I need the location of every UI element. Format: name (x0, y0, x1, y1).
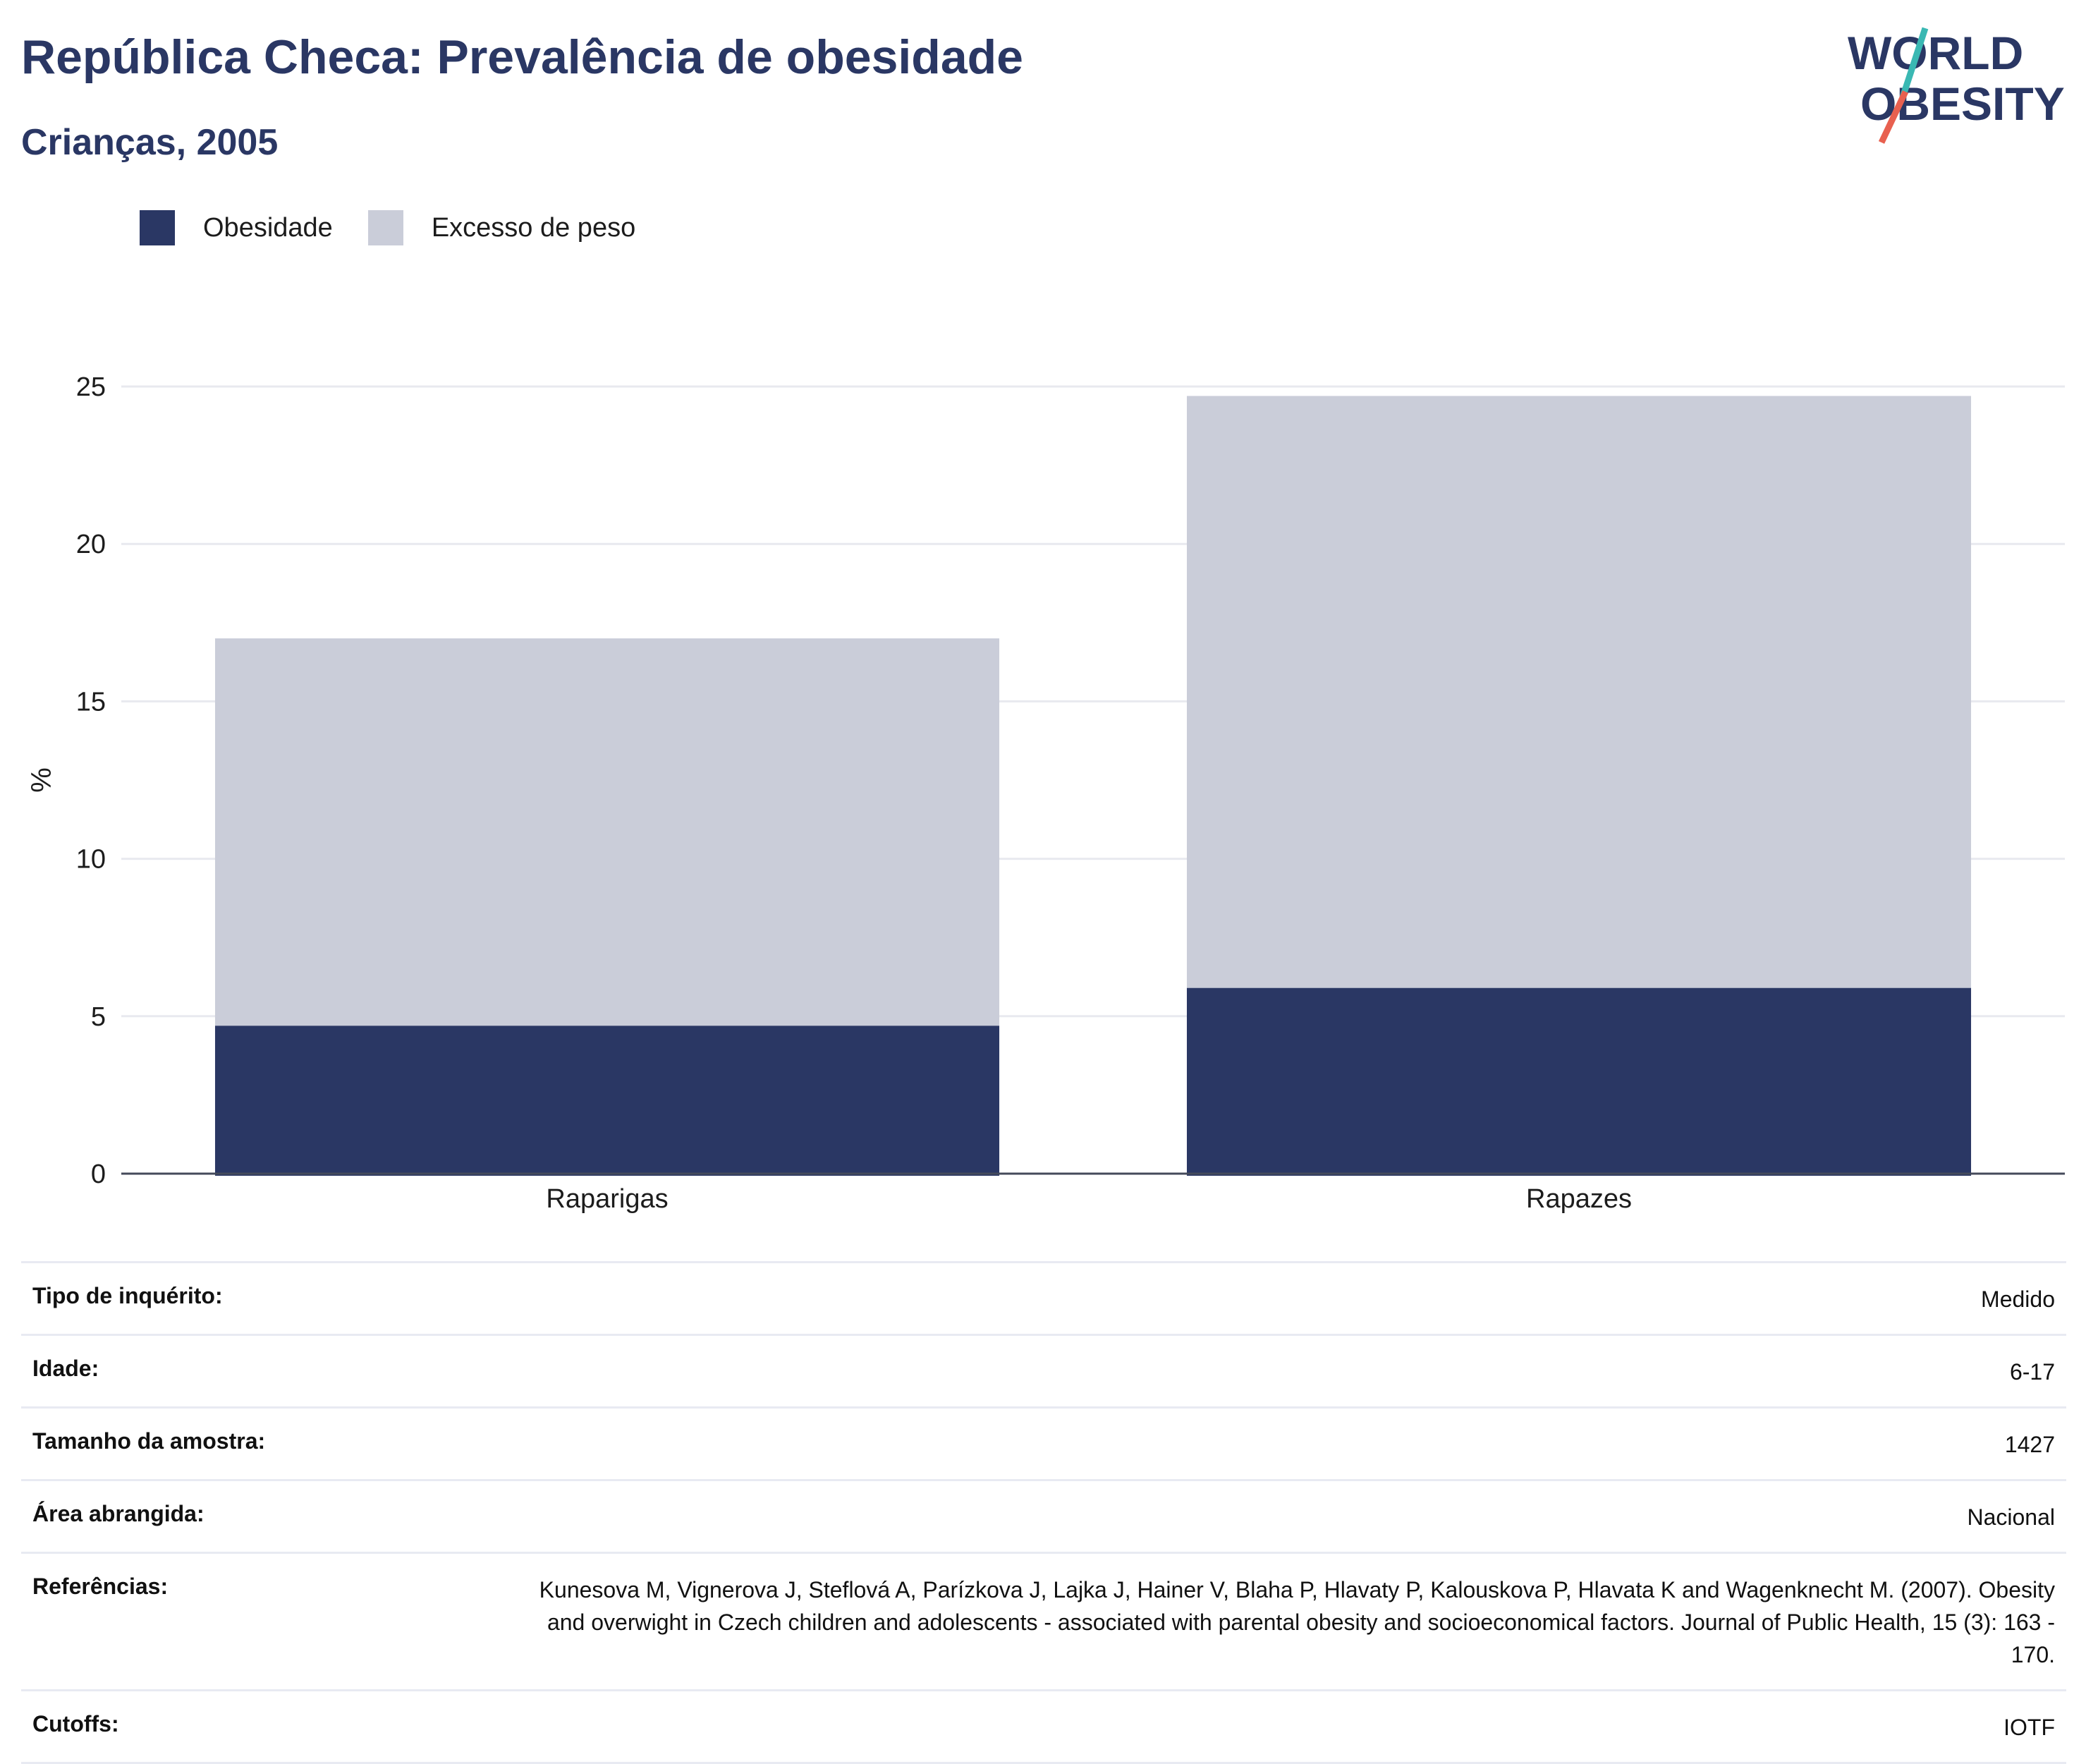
info-value[interactable]: Kunesova M, Vignerova J, Steflová A, Par… (539, 1577, 2055, 1667)
info-row-sample-size: Tamanho da amostra: 1427 (21, 1406, 2066, 1479)
info-label: Referências: (32, 1574, 169, 1599)
info-value: Medido (1981, 1286, 2055, 1312)
bar-obesity (214, 1026, 1000, 1176)
legend: Obesidade Excesso de peso (140, 210, 671, 245)
legend-label-obesity: Obesidade (203, 212, 333, 243)
info-row-area: Área abrangida: Nacional (21, 1479, 2066, 1552)
world-obesity-logo: WORLD OBESITY (1848, 27, 2065, 144)
y-tick-label: 15 (76, 687, 106, 717)
info-label: Idade: (32, 1356, 99, 1381)
y-axis-label: % (26, 767, 57, 793)
logo-line1: WORLD (1848, 27, 2023, 79)
info-row-survey-type: Tipo de inquérito: Medido (21, 1261, 2066, 1334)
info-row-age: Idade: 6-17 (21, 1334, 2066, 1406)
bar-overweight (1186, 396, 1972, 988)
chart-title: República Checa: Prevalência de obesidad… (21, 30, 1023, 84)
x-tick-label: Raparigas (546, 1184, 668, 1214)
x-tick-label: Rapazes (1526, 1184, 1632, 1214)
legend-label-overweight: Excesso de peso (431, 212, 636, 243)
info-label: Cutoffs: (32, 1711, 119, 1736)
legend-item-overweight[interactable]: Excesso de peso (367, 210, 636, 245)
info-value: 6-17 (2009, 1359, 2055, 1385)
info-label: Área abrangida: (32, 1501, 205, 1526)
info-row-references: Referências: Kunesova M, Vignerova J, St… (21, 1552, 2066, 1689)
logo-slash-red (1878, 90, 1909, 144)
legend-item-obesity[interactable]: Obesidade (140, 210, 333, 245)
info-row-cutoffs: Cutoffs: IOTF (21, 1689, 2066, 1764)
info-value: IOTF (2003, 1715, 2055, 1740)
info-label: Tamanho da amostra: (32, 1428, 266, 1454)
legend-swatch-overweight (367, 210, 403, 245)
bar-obesity (1186, 987, 1972, 1176)
legend-swatch-obesity (140, 210, 175, 245)
y-tick-label: 25 (76, 372, 106, 402)
logo-slash-teal (1899, 27, 1929, 99)
survey-info-table: Tipo de inquérito: Medido Idade: 6-17 Ta… (21, 1261, 2066, 1764)
y-tick-label: 0 (91, 1160, 106, 1189)
bar-chart: 0 5 10 15 20 25% Raparigas Rapazes (26, 372, 2065, 1214)
bar-overweight (214, 638, 1000, 1026)
info-value: 1427 (2004, 1432, 2055, 1457)
y-tick-label: 20 (76, 530, 106, 559)
info-label: Tipo de inquérito: (32, 1283, 223, 1308)
chart-subtitle: Crianças, 2005 (21, 122, 279, 163)
info-value: Nacional (1967, 1504, 2055, 1530)
y-tick-label: 5 (91, 1002, 106, 1032)
y-tick-label: 10 (76, 845, 106, 875)
